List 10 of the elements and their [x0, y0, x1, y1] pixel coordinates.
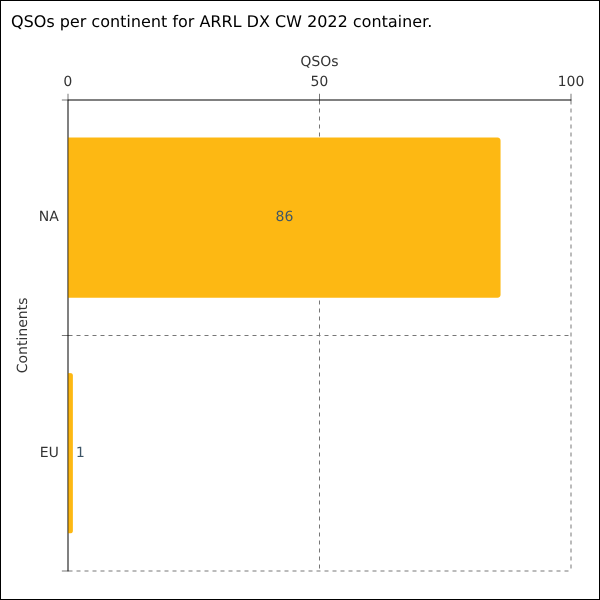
chart-title: QSOs per continent for ARRL DX CW 2022 container. [11, 12, 432, 31]
x-tick-label: 100 [558, 74, 584, 90]
x-tick-label: 50 [310, 74, 328, 90]
y-axis-title: Continents [15, 298, 32, 374]
x-tick-label: 0 [63, 74, 72, 90]
x-axis-title: QSOs [300, 54, 339, 70]
y-tick-label: EU [40, 444, 59, 461]
data-label: 1 [76, 444, 85, 461]
y-tick-label: NA [38, 209, 60, 226]
data-label: 86 [276, 209, 294, 226]
